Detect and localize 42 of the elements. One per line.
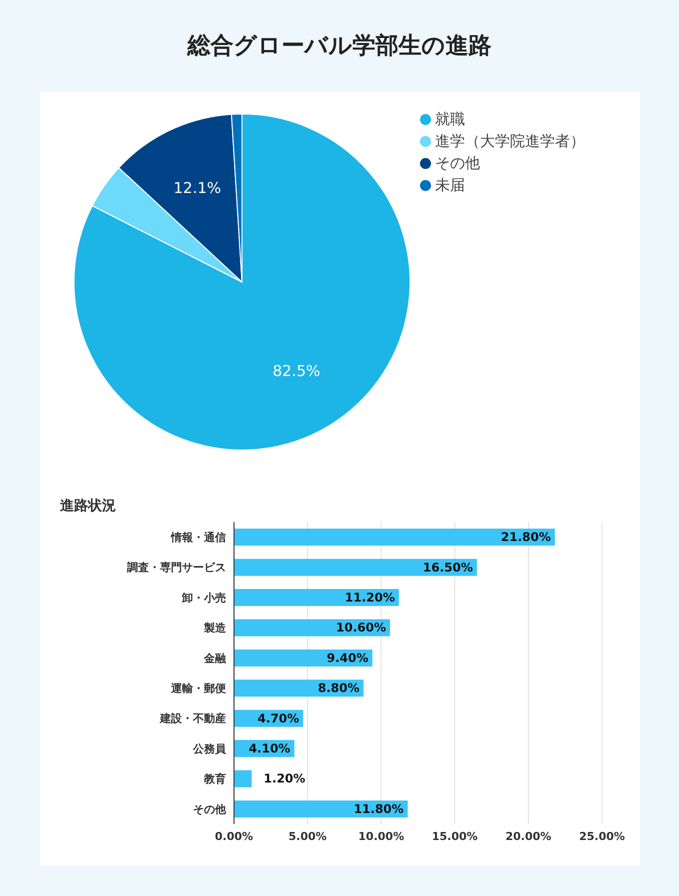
y-tick-label: 金融 <box>203 652 227 665</box>
data-label: 4.70% <box>258 711 300 726</box>
data-label: 1.20% <box>264 772 306 786</box>
x-tick-label: 5.00% <box>288 830 327 843</box>
legend-label: 未届 <box>435 176 465 194</box>
x-tick-label: 25.00% <box>579 830 625 843</box>
x-tick-label: 20.00% <box>505 830 552 843</box>
text: 進路状況 <box>59 498 116 514</box>
x-tick-label: 0.00% <box>214 830 254 843</box>
x-tick-label: 15.00% <box>432 830 478 843</box>
data-label: 8.80% <box>318 681 360 696</box>
legend-label: 就職 <box>435 110 465 128</box>
y-tick-label: 公務員 <box>192 742 227 756</box>
data-label: 11.20% <box>344 590 395 605</box>
bar <box>234 800 408 818</box>
y-tick-label: 教育 <box>203 772 226 786</box>
y-tick-label: 建設・不動産 <box>159 712 226 726</box>
data-label: 11.80% <box>354 802 404 816</box>
bar <box>234 589 399 606</box>
y-tick-label: その他 <box>193 802 227 816</box>
y-tick-label: 卸・小売 <box>181 591 226 604</box>
data-label: 10.60% <box>336 620 386 635</box>
data-label: 16.50% <box>422 560 473 574</box>
y-tick-label: 調査・専門サービス <box>127 561 226 574</box>
y-tick-label: 運輸・郵便 <box>170 682 226 696</box>
bar <box>234 558 477 576</box>
bar <box>234 649 372 666</box>
legend-label: その他 <box>435 154 480 172</box>
x-tick-label: 10.00% <box>358 830 404 843</box>
pie-slice <box>74 114 410 450</box>
bar <box>234 619 390 636</box>
data-label: 21.80% <box>500 530 551 544</box>
chart-title: 総合グローバル学部生の進路 <box>186 32 492 61</box>
data-label: 12.1% <box>174 178 222 197</box>
bar <box>234 770 252 788</box>
data-label: 9.40% <box>326 650 368 665</box>
legend-label: 進学（大学院進学者） <box>435 132 585 150</box>
bar <box>234 528 555 546</box>
y-tick-label: 情報・通信 <box>170 531 226 544</box>
data-label: 82.5% <box>272 362 320 380</box>
y-tick-label: 製造 <box>203 622 227 635</box>
data-label: 4.10% <box>248 742 290 756</box>
